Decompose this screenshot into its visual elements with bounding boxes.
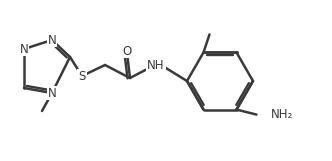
Text: N: N — [47, 33, 56, 47]
Text: S: S — [78, 70, 86, 82]
Text: NH: NH — [147, 58, 165, 71]
Text: N: N — [20, 43, 28, 56]
Text: NH₂: NH₂ — [271, 108, 293, 121]
Text: N: N — [47, 86, 56, 99]
Text: O: O — [123, 44, 131, 57]
